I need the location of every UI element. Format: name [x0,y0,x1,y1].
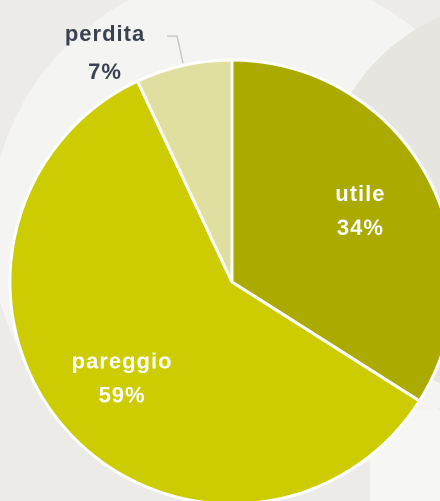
value-label: 59% [99,383,146,408]
pie-slice [230,58,440,403]
value-label: 7% [88,59,122,84]
slice-label: pareggio [72,349,173,374]
pie: utile 34% pareggio 59% perdita 7% [8,21,440,501]
slice-label: utile [335,181,385,206]
slice-label: perdita [65,21,145,46]
pie-slice [135,58,234,284]
pie-slice [8,79,421,501]
value-label: 34% [337,215,384,240]
leader-line [167,35,184,64]
